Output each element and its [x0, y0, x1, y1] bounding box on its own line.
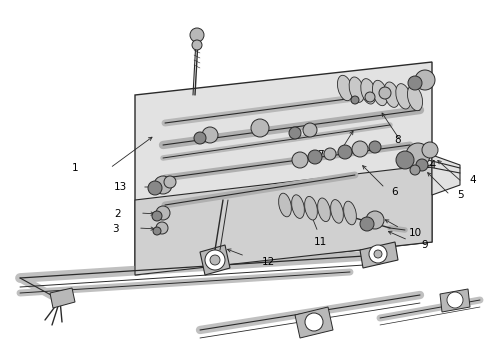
Circle shape: [307, 150, 321, 164]
Text: 10: 10: [407, 228, 421, 238]
Text: 1: 1: [72, 163, 78, 173]
Circle shape: [190, 28, 203, 42]
Text: 8: 8: [394, 135, 401, 145]
Ellipse shape: [348, 77, 364, 102]
Polygon shape: [359, 242, 397, 268]
Circle shape: [291, 152, 307, 168]
Circle shape: [202, 127, 218, 143]
Ellipse shape: [407, 85, 422, 111]
Ellipse shape: [337, 75, 352, 101]
Circle shape: [250, 119, 268, 137]
Circle shape: [421, 142, 437, 158]
Text: 3: 3: [111, 224, 118, 234]
Circle shape: [414, 70, 434, 90]
Ellipse shape: [291, 195, 304, 219]
Polygon shape: [135, 165, 431, 275]
Circle shape: [303, 123, 316, 137]
Circle shape: [209, 255, 220, 265]
Ellipse shape: [330, 199, 343, 223]
Circle shape: [163, 176, 176, 188]
Circle shape: [156, 222, 168, 234]
Ellipse shape: [343, 201, 356, 225]
Ellipse shape: [304, 197, 317, 220]
Polygon shape: [431, 155, 459, 195]
Circle shape: [152, 211, 162, 221]
Circle shape: [156, 206, 170, 220]
Circle shape: [364, 92, 374, 102]
Circle shape: [373, 250, 381, 258]
Circle shape: [337, 145, 351, 159]
Ellipse shape: [278, 193, 291, 217]
Circle shape: [148, 181, 162, 195]
Polygon shape: [294, 307, 332, 338]
Text: 11: 11: [313, 237, 326, 247]
Circle shape: [368, 245, 386, 263]
Circle shape: [407, 76, 421, 90]
Polygon shape: [200, 245, 229, 275]
Text: 6: 6: [391, 187, 398, 197]
Text: 12: 12: [261, 257, 274, 267]
Ellipse shape: [360, 78, 375, 104]
Circle shape: [288, 127, 301, 139]
Circle shape: [350, 96, 358, 104]
Ellipse shape: [372, 80, 387, 106]
Circle shape: [194, 132, 205, 144]
Circle shape: [153, 227, 161, 235]
Polygon shape: [439, 289, 469, 312]
Polygon shape: [50, 288, 75, 308]
Text: 2: 2: [115, 209, 121, 219]
Circle shape: [378, 87, 390, 99]
Circle shape: [415, 159, 427, 171]
Circle shape: [324, 148, 335, 160]
Circle shape: [154, 176, 172, 194]
Circle shape: [405, 143, 429, 167]
Ellipse shape: [317, 198, 330, 222]
Circle shape: [409, 165, 419, 175]
Text: 9: 9: [421, 240, 427, 250]
Circle shape: [305, 313, 323, 331]
Circle shape: [395, 151, 413, 169]
Polygon shape: [135, 62, 431, 275]
Ellipse shape: [395, 84, 410, 109]
Text: 14: 14: [423, 160, 436, 170]
Text: 4: 4: [469, 175, 475, 185]
Circle shape: [368, 141, 380, 153]
Ellipse shape: [384, 82, 398, 107]
Circle shape: [359, 217, 373, 231]
Text: 7: 7: [316, 150, 323, 160]
Circle shape: [446, 292, 462, 308]
Circle shape: [365, 211, 383, 229]
Text: 13: 13: [113, 182, 126, 192]
Circle shape: [204, 250, 224, 270]
Text: 5: 5: [456, 190, 462, 200]
Circle shape: [192, 40, 202, 50]
Circle shape: [351, 141, 367, 157]
